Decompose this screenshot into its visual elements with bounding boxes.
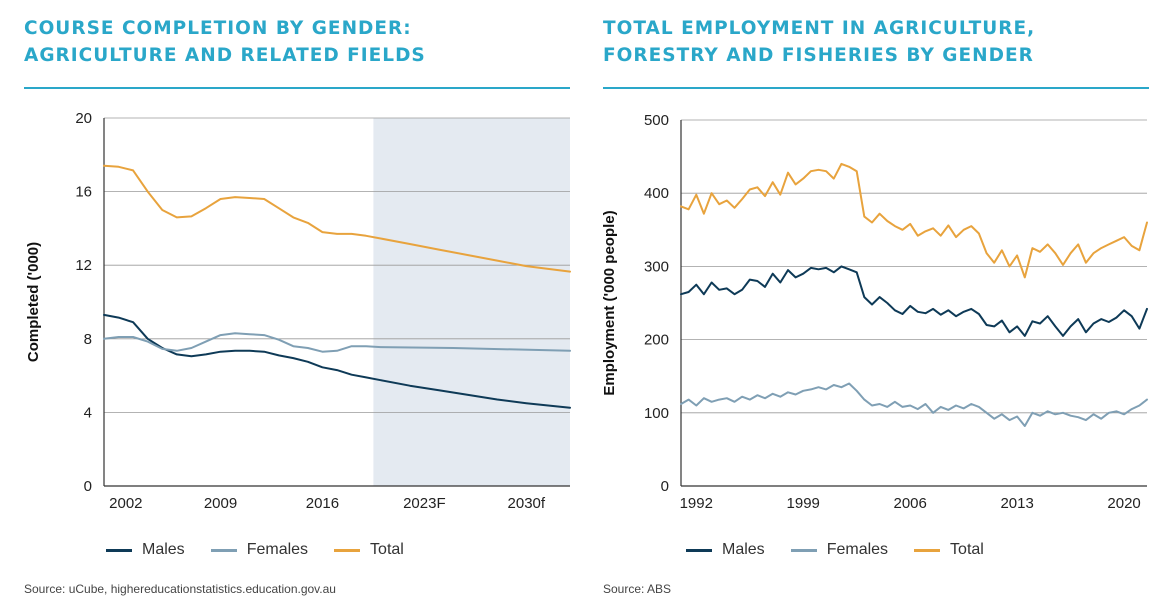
source-note: Source: ABS — [603, 582, 672, 596]
x-tick-label: 2020 — [1107, 495, 1140, 512]
panel-course-completion: COURSE COMPLETION BY GENDER: AGRICULTURE… — [24, 0, 570, 610]
employment-chart: 0 100 200 300 400 500 1992 1999 2006 2013 2020 Empl… — [601, 112, 1148, 512]
chart-title-line-1: COURSE COMPLETION BY GENDER: — [24, 18, 412, 39]
chart-title-line-2: AGRICULTURE AND RELATED FIELDS — [24, 45, 426, 66]
x-tick-label: 2002 — [109, 495, 142, 512]
legend-label-males: Males — [722, 541, 765, 558]
y-tick-label: 400 — [644, 185, 669, 202]
legend-swatch-males — [106, 548, 132, 552]
y-tick-label: 12 — [75, 257, 92, 274]
course-completion-chart: 0 4 8 12 16 20 2002 2009 2016 2023F 2030f Completed… — [25, 110, 571, 512]
series-line-females — [680, 382, 1148, 427]
y-tick-label: 8 — [84, 331, 92, 348]
x-tick-label: 2030f — [508, 495, 546, 512]
y-tick-label: 0 — [661, 478, 669, 495]
y-tick-label: 16 — [75, 184, 92, 201]
y-tick-label: 300 — [644, 258, 669, 275]
legend-item-males: Males — [106, 541, 185, 559]
series-line-females — [103, 332, 571, 353]
legend-swatch-females — [210, 548, 237, 552]
legend-course-completion: Males Females Total — [106, 541, 430, 559]
legend-swatch-females — [790, 548, 817, 552]
y-tick-label: 200 — [644, 332, 669, 349]
x-tick-label: 2006 — [893, 495, 926, 512]
legend-label-females: Females — [246, 541, 309, 558]
x-tick-label: 2023F — [403, 495, 446, 512]
legend-item-total: Total — [914, 541, 984, 559]
series-line-total — [103, 164, 571, 273]
chart-title-line-2: FORESTRY AND FISHERIES BY GENDER — [603, 45, 1034, 66]
source-note: Source: uCube, highereducationstatistics… — [24, 582, 336, 596]
chart-title-line-1: TOTAL EMPLOYMENT IN AGRICULTURE, — [603, 18, 1036, 39]
forecast-region — [373, 118, 570, 486]
legend-item-females: Females — [210, 541, 309, 559]
legend-item-males: Males — [686, 541, 765, 559]
series-line-males — [680, 265, 1148, 337]
title-rule — [24, 87, 570, 89]
series-line-total — [680, 162, 1148, 279]
legend-swatch-total — [914, 548, 941, 552]
legend-item-females: Females — [790, 541, 889, 559]
y-tick-label: 100 — [644, 405, 669, 422]
y-axis-label: Completed ('000) — [25, 242, 42, 362]
legend-swatch-males — [686, 548, 712, 552]
legend-label-total: Total — [950, 541, 984, 558]
y-tick-label: 0 — [84, 478, 92, 495]
panel-employment: TOTAL EMPLOYMENT IN AGRICULTURE, FORESTR… — [603, 0, 1149, 610]
y-tick-label: 20 — [75, 110, 92, 127]
legend-employment: Males Females Total — [686, 541, 1010, 559]
y-axis-label: Employment ('000 people) — [601, 210, 618, 395]
x-tick-label: 2013 — [1000, 495, 1033, 512]
legend-label-females: Females — [826, 541, 889, 558]
x-tick-label: 2009 — [204, 495, 237, 512]
y-tick-label: 500 — [644, 112, 669, 129]
x-tick-label: 2016 — [306, 495, 339, 512]
legend-item-total: Total — [334, 541, 404, 559]
legend-swatch-total — [334, 548, 361, 552]
x-tick-label: 1992 — [680, 495, 713, 512]
legend-label-total: Total — [370, 541, 404, 558]
x-tick-label: 1999 — [787, 495, 820, 512]
title-rule — [603, 87, 1149, 89]
legend-label-males: Males — [142, 541, 185, 558]
y-tick-label: 4 — [84, 404, 92, 421]
